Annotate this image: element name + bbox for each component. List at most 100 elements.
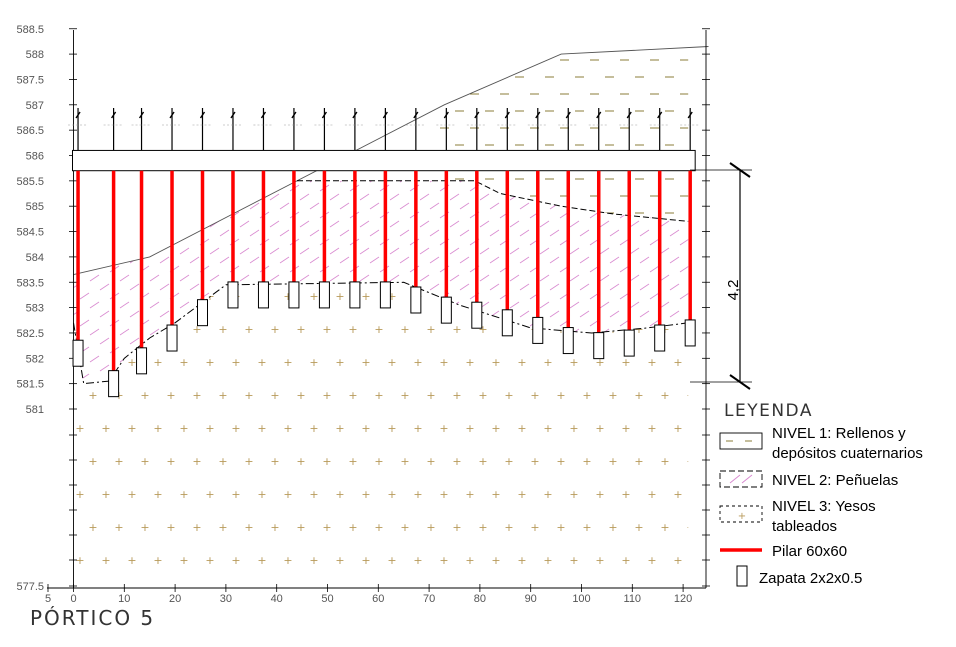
nivel3-mark: + xyxy=(166,521,175,534)
nivel3-mark: + xyxy=(621,488,630,501)
nivel3-mark: + xyxy=(322,389,331,402)
zapata xyxy=(410,286,422,314)
legend-swatch-nivel1 xyxy=(719,432,763,450)
nivel3-mark: + xyxy=(114,455,123,468)
nivel3-mark: + xyxy=(569,356,578,369)
nivel2-mark xyxy=(629,301,640,309)
nivel2-mark xyxy=(639,256,650,264)
nivel2-mark xyxy=(249,180,260,183)
nivel2-mark xyxy=(629,274,640,282)
nivel2-mark xyxy=(399,283,410,291)
nivel2-mark xyxy=(700,365,709,371)
nivel2-mark xyxy=(429,283,440,291)
nivel2-mark xyxy=(209,274,220,282)
x-tick-label: 120 xyxy=(674,593,692,605)
nivel2-mark xyxy=(710,185,719,191)
nivel2-mark xyxy=(710,293,719,299)
nivel3-mark: + xyxy=(517,554,526,567)
nivel3-mark: + xyxy=(88,323,97,336)
nivel2-mark xyxy=(429,180,440,183)
nivel3-mark: + xyxy=(647,356,656,369)
nivel3-mark: + xyxy=(153,554,162,567)
nivel2-mark xyxy=(369,337,380,345)
nivel3-mark: + xyxy=(686,521,695,534)
nivel3-mark: + xyxy=(413,554,422,567)
nivel3-mark: + xyxy=(348,587,357,600)
x-tick-label: 90 xyxy=(525,593,537,605)
nivel2-mark xyxy=(339,256,350,264)
nivel3-mark: + xyxy=(400,323,409,336)
x-tick-label: 20 xyxy=(169,593,181,605)
nivel3-mark: + xyxy=(101,554,110,567)
column-mark xyxy=(687,111,693,119)
nivel2-mark xyxy=(100,392,109,398)
nivel3-mark: + xyxy=(387,422,396,435)
nivel2-mark xyxy=(179,328,190,336)
nivel2-mark xyxy=(549,229,560,237)
nivel2-mark xyxy=(519,337,530,345)
y-tick-label: 588 xyxy=(26,49,44,61)
nivel2-mark xyxy=(700,392,709,398)
nivel2-mark xyxy=(509,274,520,282)
nivel2-mark xyxy=(399,364,410,372)
nivel3-mark: + xyxy=(296,587,305,600)
nivel2-mark xyxy=(369,310,380,318)
nivel2-mark xyxy=(629,193,640,201)
nivel3-mark: + xyxy=(75,554,84,567)
zapata xyxy=(654,324,666,352)
nivel2-mark xyxy=(259,346,270,354)
nivel3-mark: + xyxy=(439,554,448,567)
nivel2-mark xyxy=(189,180,200,183)
nivel2-mark xyxy=(459,337,470,345)
nivel2-mark xyxy=(639,310,650,318)
column-mark xyxy=(504,111,510,119)
surface-profile xyxy=(73,46,709,276)
nivel2-mark xyxy=(569,247,580,255)
nivel2-mark xyxy=(60,248,69,254)
nivel2-mark xyxy=(479,220,490,228)
nivel2-mark xyxy=(489,256,500,264)
zapata xyxy=(318,281,330,309)
nivel2-mark xyxy=(679,238,689,246)
nivel2-mark xyxy=(359,274,370,282)
nivel3-mark: + xyxy=(569,554,578,567)
nivel2-mark xyxy=(179,220,190,228)
nivel2-mark xyxy=(60,167,69,173)
nivel2-mark xyxy=(209,247,220,255)
nivel3-mark: + xyxy=(361,554,370,567)
nivel2-mark xyxy=(549,256,560,264)
nivel2-mark xyxy=(449,193,460,201)
zapata xyxy=(684,319,696,347)
nivel3-mark: + xyxy=(439,422,448,435)
nivel3-mark: + xyxy=(452,587,461,600)
nivel2-mark xyxy=(399,229,410,237)
nivel3-mark: + xyxy=(127,356,136,369)
nivel3-mark: + xyxy=(582,323,591,336)
nivel3-mark: + xyxy=(231,488,240,501)
x-tick-label: 80 xyxy=(474,593,486,605)
nivel2-mark xyxy=(159,310,170,318)
nivel2-mark xyxy=(429,229,440,237)
nivel2-mark xyxy=(419,274,430,282)
nivel2-mark xyxy=(619,373,630,381)
nivel2-mark xyxy=(569,382,580,384)
nivel2-mark xyxy=(249,337,260,345)
nivel2-mark xyxy=(239,301,250,309)
nivel2-mark xyxy=(189,202,200,210)
zapata xyxy=(197,299,208,327)
nivel3-mark: + xyxy=(335,488,344,501)
nivel2-mark xyxy=(279,180,290,183)
nivel2-mark xyxy=(429,364,440,372)
nivel3-mark: + xyxy=(140,521,149,534)
nivel2-mark xyxy=(379,346,390,354)
nivel3-mark: + xyxy=(309,356,318,369)
nivel2-mark xyxy=(579,337,590,345)
nivel2-mark xyxy=(389,220,400,228)
nivel3-mark: + xyxy=(621,554,630,567)
nivel2-mark xyxy=(199,346,210,354)
nivel2-mark xyxy=(659,247,670,255)
nivel3-mark: + xyxy=(361,488,370,501)
nivel2-mark xyxy=(219,364,230,372)
nivel2-mark xyxy=(519,202,530,210)
nivel3-mark: + xyxy=(517,422,526,435)
